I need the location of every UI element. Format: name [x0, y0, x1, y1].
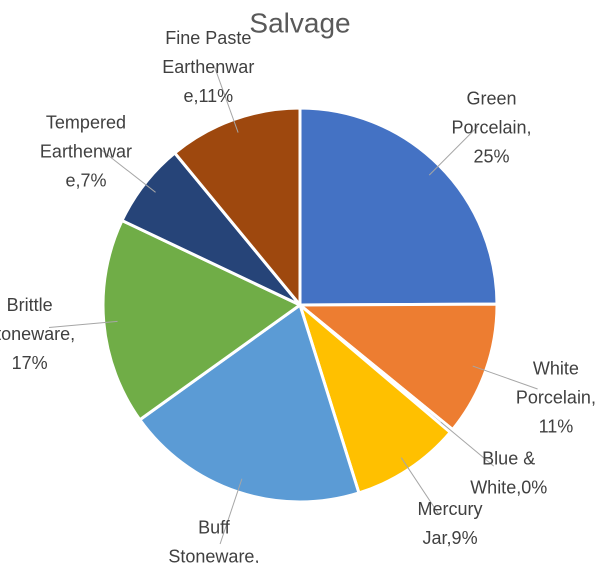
data-label: Tempered Earthenwar e,7% [40, 112, 132, 190]
data-label: White Porcelain, 11% [516, 358, 596, 436]
leader-line [214, 67, 239, 133]
leader-line [440, 421, 495, 467]
data-label: Green Porcelain, 25% [451, 88, 531, 166]
labels: Green Porcelain, 25% White Porcelain, 11% Blue… [0, 28, 596, 563]
data-label: Fine Paste Earthenwar e,11% [162, 28, 254, 106]
leader-line [472, 365, 538, 390]
data-label: Mercury Jar,9% [418, 499, 483, 548]
leader-line [400, 457, 440, 516]
data-label: Blue & White,0% [470, 448, 547, 497]
leader-line [48, 320, 118, 328]
leader-line [428, 126, 479, 176]
leader-line [219, 478, 243, 545]
chart-title: Salvage [249, 7, 350, 38]
data-label: BrittleStoneware,17% [0, 295, 75, 373]
leader-line [100, 149, 156, 193]
